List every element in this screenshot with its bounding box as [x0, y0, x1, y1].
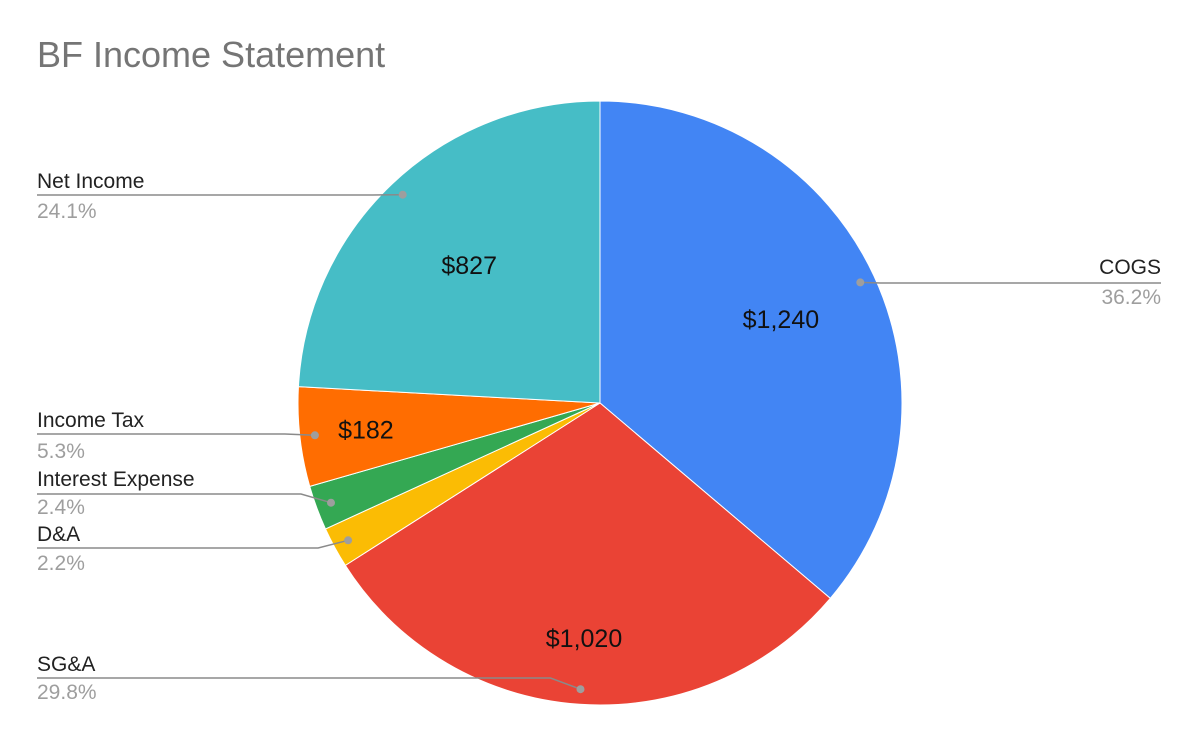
- slice-net-income: [297, 100, 601, 404]
- pie-slices: [297, 100, 903, 706]
- leader-dot-cogs: [856, 278, 865, 287]
- percent-label-net-income: 24.1%: [37, 200, 97, 223]
- value-label-income-tax: $182: [338, 417, 394, 445]
- value-label-cogs: $1,240: [743, 306, 819, 334]
- leader-dot-danda: [344, 536, 353, 545]
- leader-line-interest-expense: [37, 493, 332, 504]
- category-label-sganda: SG&A: [37, 653, 95, 676]
- category-label-cogs: COGS: [1099, 256, 1161, 279]
- leader-dot-income-tax: [310, 431, 319, 440]
- percent-label-sganda: 29.8%: [37, 681, 97, 704]
- leader-lines: [37, 190, 1161, 694]
- category-label-interest-expense: Interest Expense: [37, 468, 195, 491]
- percent-label-interest-expense: 2.4%: [37, 496, 85, 519]
- category-label-net-income: Net Income: [37, 170, 144, 193]
- leader-line-income-tax: [37, 433, 315, 437]
- chart-title: BF Income Statement: [37, 34, 385, 75]
- percent-label-income-tax: 5.3%: [37, 440, 85, 463]
- leader-dot-sganda: [576, 685, 585, 694]
- leader-line-cogs: [860, 281, 1161, 284]
- percent-label-danda: 2.2%: [37, 552, 85, 575]
- category-label-income-tax: Income Tax: [37, 409, 144, 432]
- percent-label-cogs: 36.2%: [1101, 286, 1161, 309]
- category-label-danda: D&A: [37, 523, 80, 546]
- leader-dot-interest-expense: [327, 498, 335, 507]
- leader-dot-net-income: [398, 190, 407, 199]
- value-label-sganda: $1,020: [546, 625, 622, 653]
- value-label-net-income: $827: [441, 252, 497, 280]
- slice-cogs: [599, 100, 903, 600]
- leader-line-danda: [37, 539, 349, 549]
- slice-sganda: [344, 402, 832, 706]
- slice-labels: $1,240 COGS 36.2% $1,020 SG&A 29.8% D&A 2.2% Int…: [37, 170, 1161, 704]
- leader-line-sganda: [37, 677, 581, 690]
